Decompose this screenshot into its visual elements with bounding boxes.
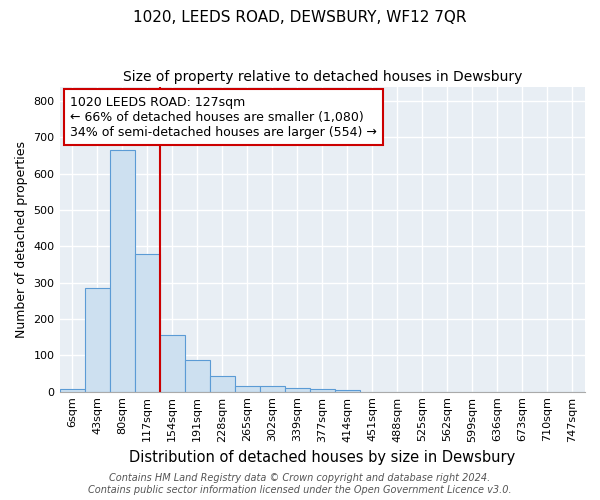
Bar	[134, 254, 160, 392]
Bar	[209, 376, 235, 392]
Bar	[185, 360, 209, 392]
Bar	[310, 389, 335, 392]
Bar	[160, 336, 185, 392]
Bar	[110, 150, 134, 392]
Bar	[85, 288, 110, 392]
Bar	[235, 386, 260, 392]
Text: 1020, LEEDS ROAD, DEWSBURY, WF12 7QR: 1020, LEEDS ROAD, DEWSBURY, WF12 7QR	[133, 10, 467, 25]
Bar	[335, 390, 360, 392]
Y-axis label: Number of detached properties: Number of detached properties	[15, 140, 28, 338]
Title: Size of property relative to detached houses in Dewsbury: Size of property relative to detached ho…	[122, 70, 522, 84]
Bar	[285, 388, 310, 392]
Text: Contains HM Land Registry data © Crown copyright and database right 2024.
Contai: Contains HM Land Registry data © Crown c…	[88, 474, 512, 495]
Text: 1020 LEEDS ROAD: 127sqm
← 66% of detached houses are smaller (1,080)
34% of semi: 1020 LEEDS ROAD: 127sqm ← 66% of detache…	[70, 96, 377, 138]
Bar	[260, 386, 285, 392]
Bar	[59, 389, 85, 392]
X-axis label: Distribution of detached houses by size in Dewsbury: Distribution of detached houses by size …	[129, 450, 515, 465]
